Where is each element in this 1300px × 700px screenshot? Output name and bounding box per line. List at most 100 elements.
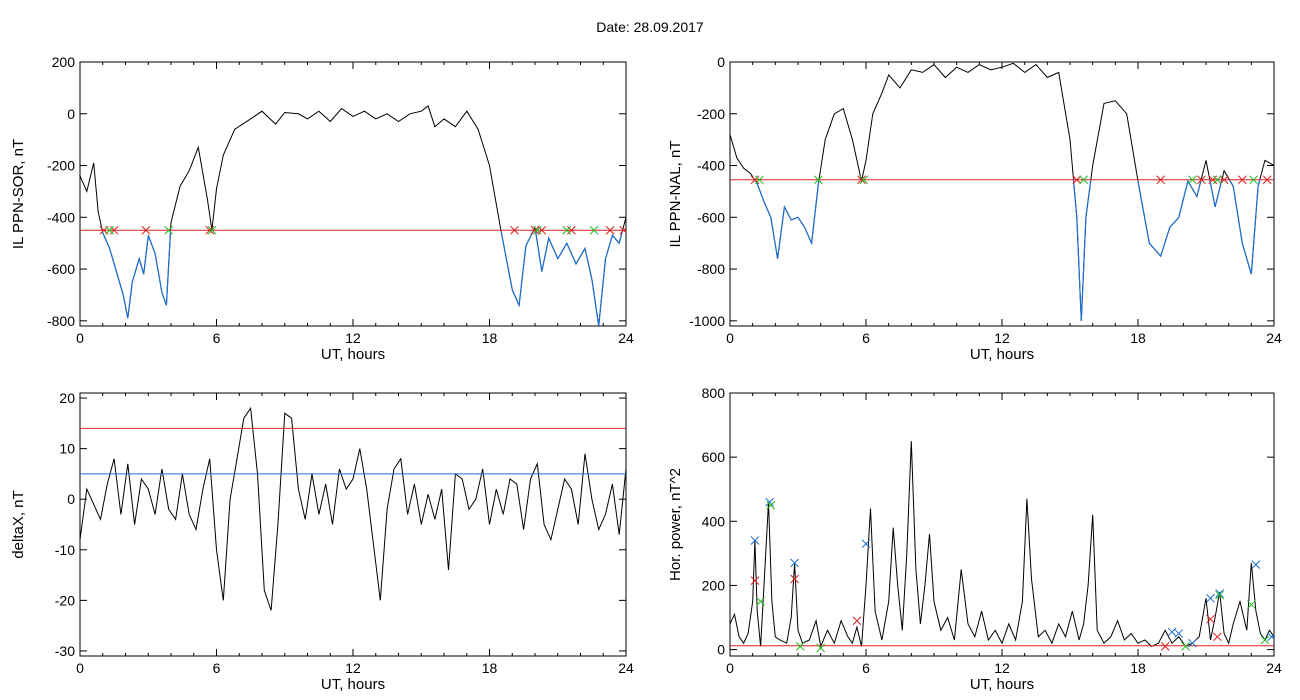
marker-red [1072, 175, 1082, 185]
series-line [730, 441, 1274, 649]
x-tick-label: 12 [345, 660, 361, 676]
x-tick-label: 0 [76, 330, 84, 346]
marker-red [1262, 175, 1272, 185]
chart-ppn-sor: 0 6 12 18 24 -800 -600 -400 -200 0 200 UT, hours IL … [10, 54, 634, 363]
marker-green [755, 175, 764, 185]
marker-red [1206, 614, 1215, 624]
below-threshold-segment [753, 179, 1261, 321]
series-line-below-threshold [101, 230, 624, 326]
x-tick-label: 0 [726, 330, 734, 346]
y-tick-label: -30 [55, 643, 75, 659]
marker-green [1212, 175, 1222, 185]
marker-red [1212, 632, 1222, 642]
chart-ppn-nal: 0 6 12 18 24 -1000 -800 -600 -400 -200 0 UT, hours I… [667, 54, 1282, 363]
marker-blue [861, 539, 871, 549]
y-tick-label: -200 [47, 158, 75, 174]
marker-green [589, 225, 599, 235]
y-axis-label: IL PPN-NAL, nT [667, 141, 684, 248]
marker-blue [1251, 560, 1261, 569]
marker-red [567, 225, 576, 235]
y-tick-label: 0 [67, 491, 75, 507]
marker-red [1160, 642, 1170, 651]
y-tick-label: 200 [52, 54, 76, 70]
marker-red [852, 616, 862, 626]
marker-blue [765, 497, 775, 507]
x-tick-label: 24 [618, 660, 634, 676]
y-tick-label: 10 [59, 441, 75, 457]
page-title: Date: 28.09.2017 [596, 19, 704, 35]
plot-frame [79, 61, 627, 327]
marker-green [1188, 175, 1197, 185]
x-axis-label: UT, hours [970, 346, 1034, 363]
y-axis-label: IL PPN-SOR, nT [10, 139, 27, 249]
x-tick-label: 18 [482, 330, 498, 346]
marker-blue [1267, 632, 1274, 642]
marker-green [1215, 590, 1224, 600]
marker-green [532, 225, 542, 235]
y-tick-label: -400 [47, 209, 75, 225]
marker-blue [1215, 589, 1224, 598]
marker-green [1181, 642, 1190, 651]
marker-green [105, 225, 114, 235]
marker-red [857, 175, 866, 185]
marker-red [530, 225, 540, 235]
marker-green [164, 225, 174, 235]
y-tick-label: -200 [697, 106, 725, 122]
x-tick-label: 24 [618, 330, 634, 346]
marker-red [510, 225, 519, 235]
plot-area [80, 406, 626, 611]
marker-blue [1174, 629, 1184, 638]
y-tick-label: 600 [702, 449, 726, 465]
y-tick-label: 200 [702, 577, 726, 593]
y-tick-label: -800 [697, 261, 725, 277]
marker-green [816, 643, 826, 653]
y-axis-label: Hor. power, nT^2 [667, 468, 684, 581]
marker-red [1156, 175, 1166, 185]
marker-green [1260, 635, 1270, 645]
x-tick-label: 12 [994, 330, 1010, 346]
marker-green [756, 597, 765, 606]
chart-deltax: 0 6 12 18 24 -30 -20 -10 0 10 20 UT, hours deltaX, n… [10, 390, 634, 693]
x-tick-label: 18 [482, 660, 498, 676]
y-tick-label: 0 [717, 54, 725, 70]
plot-area [80, 105, 626, 326]
marker-red [750, 576, 760, 585]
marker-green [1079, 175, 1088, 185]
y-tick-label: -800 [47, 313, 75, 329]
marker-red [109, 225, 119, 235]
x-tick-label: 24 [1266, 330, 1282, 346]
x-tick-label: 24 [1266, 660, 1282, 676]
y-tick-label: 0 [67, 106, 75, 122]
plot-area [730, 441, 1274, 653]
marker-red [1219, 175, 1229, 185]
marker-red [605, 225, 615, 235]
marker-red [537, 225, 547, 235]
marker-blue [1167, 627, 1177, 637]
y-tick-label: -20 [55, 592, 75, 608]
plot-frame [729, 392, 1275, 657]
y-tick-label: 800 [702, 385, 726, 401]
marker-green [814, 175, 823, 185]
x-tick-label: 18 [1130, 660, 1146, 676]
x-tick-label: 12 [345, 330, 361, 346]
plot-frame [729, 61, 1275, 327]
x-tick-label: 18 [1130, 330, 1146, 346]
marker-blue [1188, 638, 1197, 648]
y-tick-label: -600 [47, 261, 75, 277]
marker-green [207, 225, 217, 235]
marker-green [859, 175, 869, 185]
marker-red [141, 225, 151, 235]
series-line [80, 406, 626, 611]
marker-red [1208, 175, 1218, 185]
x-tick-label: 6 [862, 660, 870, 676]
y-tick-label: -600 [697, 209, 725, 225]
x-axis-label: UT, hours [321, 676, 385, 693]
x-tick-label: 6 [862, 330, 870, 346]
x-tick-label: 0 [726, 660, 734, 676]
x-tick-label: 12 [994, 660, 1010, 676]
marker-red [790, 574, 799, 584]
marker-blue [750, 536, 760, 545]
y-axis-label: deltaX, nT [10, 490, 27, 558]
x-tick-label: 0 [76, 660, 84, 676]
marker-green [1249, 175, 1258, 185]
